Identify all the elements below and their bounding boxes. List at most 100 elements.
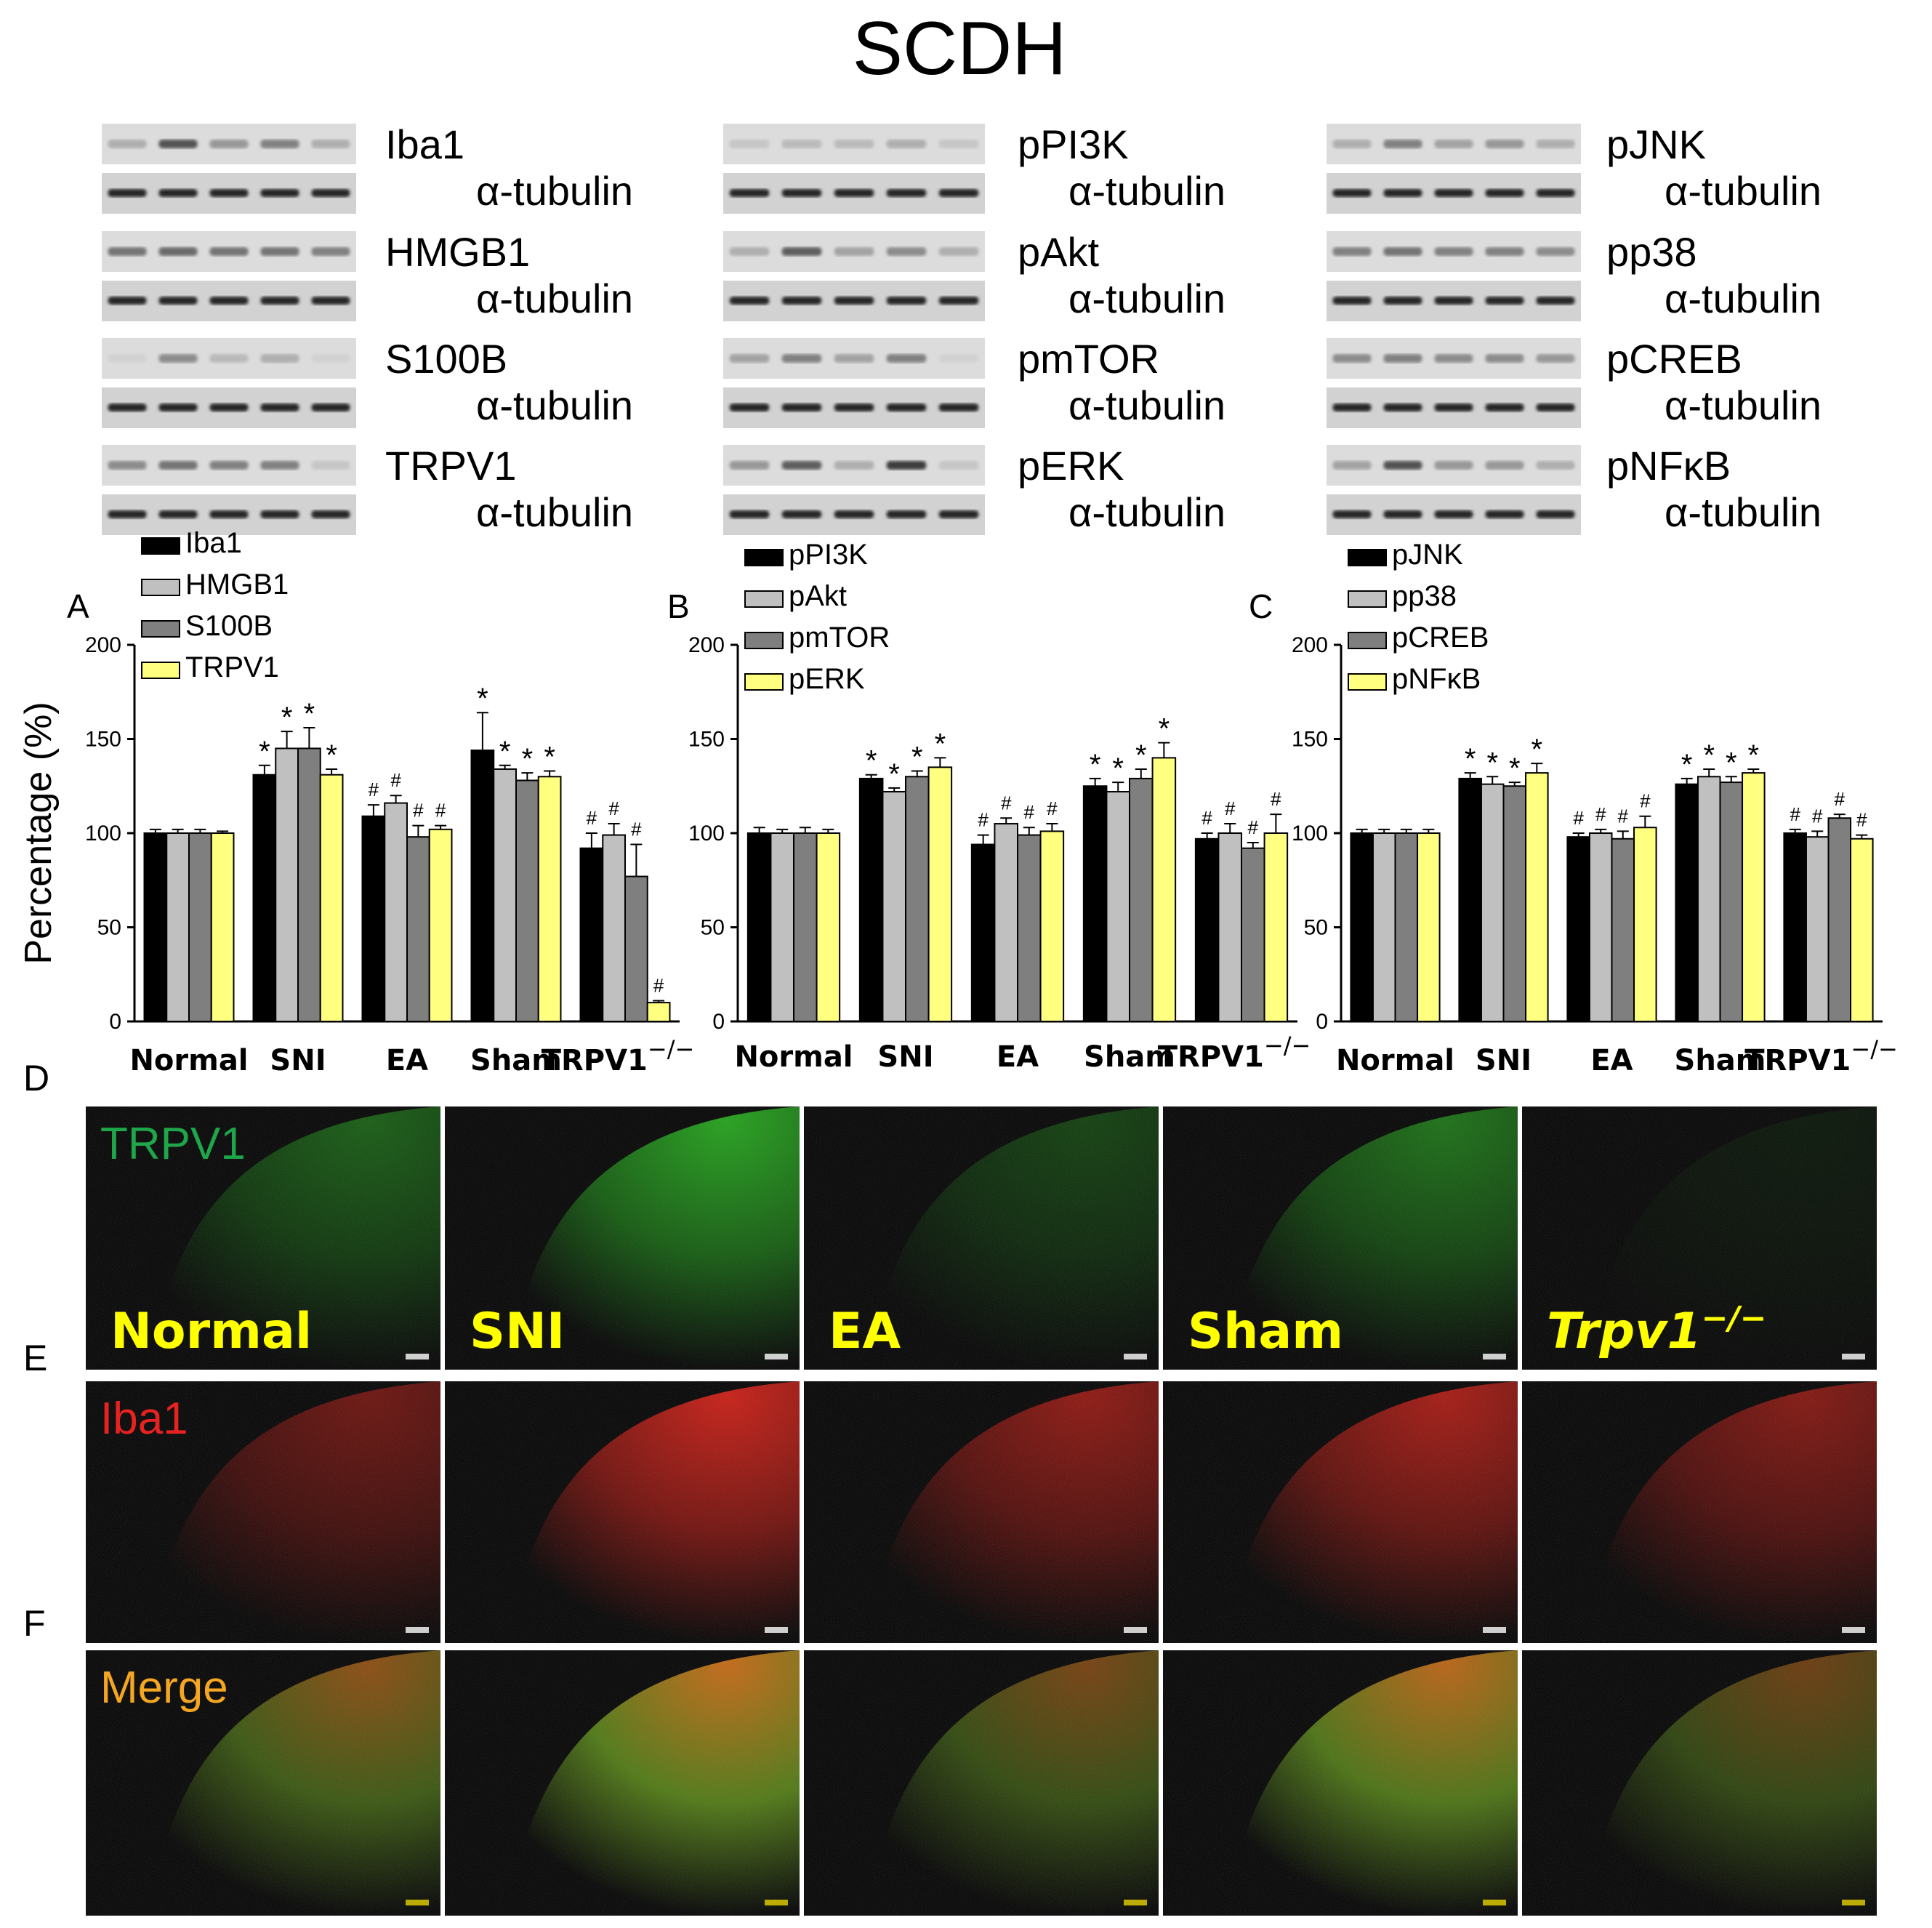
blot-band — [938, 354, 979, 363]
blot-band — [311, 297, 350, 305]
significance-star: * — [1748, 739, 1760, 771]
significance-hash: # — [1790, 803, 1800, 825]
blot-strip-tubulin — [723, 173, 985, 214]
bar-pp38-TRPV1 — [1805, 836, 1830, 1023]
micrograph-TRPV1-SNI — [445, 1106, 800, 1370]
bar-S100B-Sham — [515, 779, 539, 1022]
significance-hash: # — [1001, 792, 1012, 814]
bar-pERK-EA — [1039, 830, 1065, 1023]
blot-strip-pp38 — [1327, 231, 1581, 272]
bar-Iba1-TRPV1 — [579, 847, 604, 1022]
blot-label: pmTOR — [1018, 336, 1159, 382]
bar-pCREB-Normal — [1394, 832, 1419, 1022]
bar-HMGB1-TRPV1 — [602, 834, 626, 1022]
blot-band — [1536, 297, 1575, 305]
significance-hash: # — [1835, 788, 1846, 810]
legend-label: S100B — [185, 610, 273, 642]
bar-pmTOR-EA — [1017, 834, 1042, 1022]
blot-band — [1332, 140, 1372, 148]
blot-band — [1485, 354, 1524, 363]
significance-star: * — [544, 742, 555, 774]
blot-tubulin-label: α-tubulin — [1068, 168, 1225, 214]
blot-label: HMGB1 — [385, 229, 530, 275]
bar-HMGB1-Normal — [166, 832, 190, 1022]
chart-panel-B: B 0 50 100 150 200 * * * * # # # # * * * * # # # # Normal SNI EA… — [667, 539, 1311, 1074]
category-superscript: −/− — [648, 1035, 694, 1063]
scale-bar — [406, 1354, 429, 1359]
tissue-texture — [1163, 1381, 1518, 1643]
blot-band — [834, 461, 874, 470]
significance-star: * — [522, 743, 534, 775]
legend-label: pmTOR — [789, 622, 890, 654]
blot-label: pERK — [1018, 443, 1124, 489]
category-name: TRPV1 — [542, 1044, 648, 1077]
blot-strip-tubulin — [1327, 173, 1581, 214]
scale-bar — [1124, 1354, 1147, 1359]
significance-hash: # — [653, 975, 664, 997]
blot-band — [834, 354, 874, 363]
bar-pNFκB-Normal — [1417, 832, 1441, 1022]
blot-band — [1536, 510, 1575, 518]
legend-swatch — [1348, 549, 1387, 566]
group-name: SNI — [470, 1303, 565, 1360]
significance-star: * — [1486, 747, 1498, 779]
blot-strip-pJNK — [1327, 124, 1581, 164]
tissue-texture — [1522, 1650, 1877, 1916]
stain-label: Merge — [100, 1663, 228, 1713]
bar-pNFκB-TRPV1 — [1850, 838, 1874, 1023]
blot-band — [781, 189, 822, 197]
category-label: SNI — [1476, 1044, 1531, 1077]
blot-band — [1434, 461, 1473, 470]
group-label: Normal — [110, 1303, 312, 1360]
bar-pERK-Sham — [1151, 757, 1177, 1023]
significance-star: * — [281, 702, 293, 734]
blot-strip-pCREB — [1327, 338, 1581, 379]
bar-TRPV1-SNI — [319, 774, 344, 1022]
significance-star: * — [1112, 752, 1124, 784]
bar-pp38-Sham — [1696, 776, 1721, 1023]
blot-band — [729, 297, 770, 305]
significance-hash: # — [1856, 809, 1867, 831]
significance-star: * — [1509, 752, 1521, 784]
blot-band — [1383, 247, 1422, 256]
category-label: Normal — [129, 1044, 248, 1077]
category-label: Normal — [734, 1040, 853, 1074]
blot-band — [108, 510, 147, 518]
significance-hash: # — [608, 798, 619, 819]
blot-band — [108, 140, 147, 148]
blot-label: pp38 — [1606, 229, 1697, 275]
blot-tubulin-label: α-tubulin — [1068, 489, 1225, 535]
category-superscript: −/− — [1851, 1035, 1897, 1063]
chart-panel-C: C 0 50 100 150 200 * * * * # # # # * * * * # # # # Normal SNI EA… — [1249, 539, 1898, 1077]
tissue-texture — [804, 1650, 1159, 1916]
panel-letter: C — [1249, 587, 1273, 625]
category-name: TRPV1 — [1744, 1044, 1851, 1077]
y-tick-label: 0 — [712, 1010, 725, 1034]
bar-pp38-EA — [1588, 832, 1613, 1022]
legend-swatch — [141, 537, 180, 555]
legend-swatch — [141, 620, 180, 638]
blot-band — [1485, 297, 1524, 305]
tissue-texture — [86, 1650, 440, 1916]
bar-pJNK-Normal — [1350, 832, 1374, 1022]
blot-band — [1383, 140, 1422, 148]
blot-strip-Iba1 — [102, 124, 356, 164]
blot-band — [108, 461, 147, 470]
group-name: EA — [829, 1303, 901, 1360]
micrograph-Merge-Trpv1 — [1522, 1650, 1877, 1916]
bar-charts: A 0 50 100 150 200 Percentage (%) * * * * # # # # * * * * #… — [17, 527, 1898, 1077]
blot-strip-tubulin — [1327, 494, 1581, 535]
significance-hash: # — [1812, 805, 1823, 827]
bar-S100B-SNI — [297, 747, 321, 1022]
category-label: Sham — [1084, 1040, 1175, 1074]
blot-tubulin-label: α-tubulin — [476, 489, 633, 535]
significance-hash: # — [413, 800, 424, 822]
blot-band — [781, 140, 822, 148]
bar-TRPV1-EA — [428, 828, 453, 1022]
blot-band — [729, 461, 770, 470]
category-label: TRPV1−/− — [1744, 1035, 1898, 1077]
blot-band — [938, 510, 979, 518]
blot-band — [260, 403, 299, 411]
blot-strip-tubulin — [102, 387, 356, 428]
